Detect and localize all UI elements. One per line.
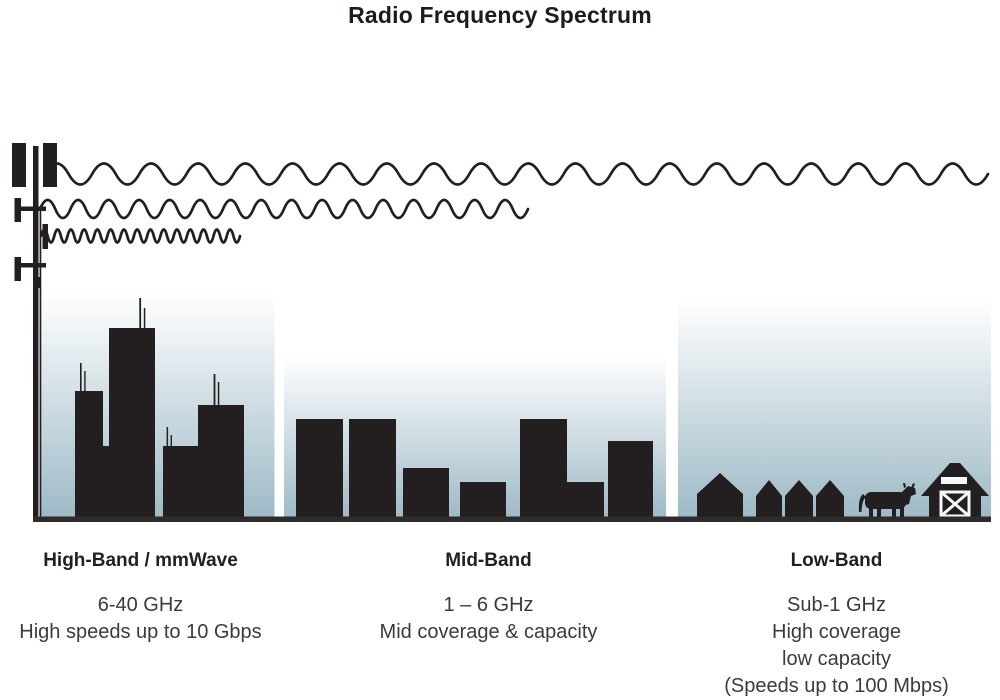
rural-farm-icon [697, 463, 989, 520]
ground-line [33, 516, 991, 522]
band-heading-high: High-Band / mmWave [43, 550, 238, 571]
house-icon [697, 473, 743, 520]
mid-band-wave-icon [38, 198, 530, 220]
band-description-low-3: (Speeds up to 100 Mbps) [724, 675, 949, 697]
band-description-low-1: High coverage [772, 621, 901, 643]
diagram-title: Radio Frequency Spectrum [348, 2, 652, 28]
city-skyline-icon [75, 298, 244, 520]
band-description-low-2: low capacity [782, 648, 891, 670]
town-buildings-icon [296, 419, 653, 520]
band-label-low: Low-Band Sub-1 GHz High coverage low cap… [696, 550, 977, 700]
cow-icon [858, 483, 916, 519]
house-icon [816, 480, 844, 520]
band-frequency-low: Sub-1 GHz [787, 594, 886, 616]
band-heading-mid: Mid-Band [445, 550, 532, 571]
band-frequency-mid: 1 – 6 GHz [443, 594, 534, 616]
barn-icon [921, 463, 989, 519]
band-label-mid: Mid-Band 1 – 6 GHz Mid coverage & capaci… [348, 550, 629, 646]
low-band-wave-icon [43, 162, 990, 186]
house-icon [785, 480, 813, 520]
cell-tower-icon [12, 143, 57, 518]
house-icon [756, 480, 782, 520]
band-description-high: High speeds up to 10 Gbps [19, 621, 262, 643]
band-description-mid: Mid coverage & capacity [379, 621, 598, 643]
band-frequency-high: 6-40 GHz [97, 594, 184, 616]
high-band-wave-icon [39, 228, 242, 244]
band-label-high: High-Band / mmWave 6-40 GHz High speeds … [0, 550, 281, 646]
band-heading-low: Low-Band [790, 550, 883, 571]
